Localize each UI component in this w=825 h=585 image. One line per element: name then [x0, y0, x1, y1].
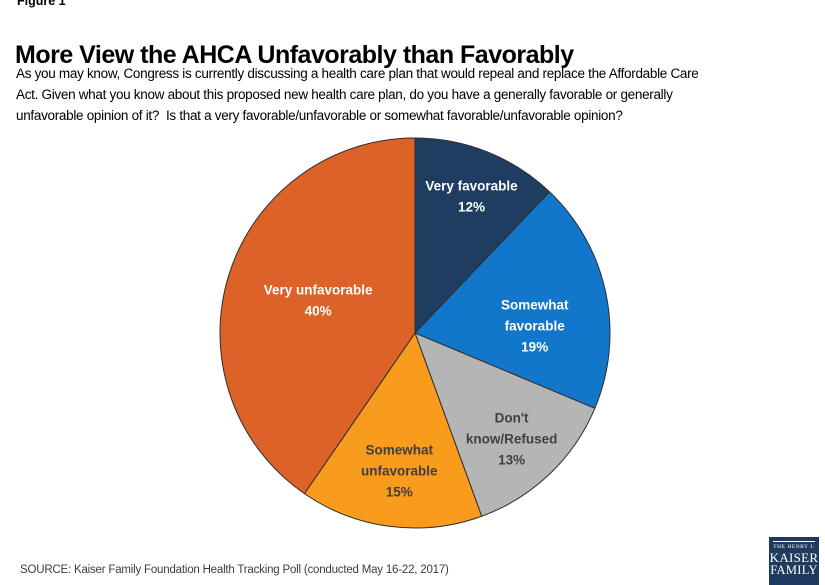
page-title: More View the AHCA Unfavorably than Favo… — [15, 40, 574, 69]
survey-question-text: As you may know, Congress is currently d… — [16, 66, 699, 123]
source-note: SOURCE: Kaiser Family Foundation Health … — [20, 564, 449, 576]
pie-slice-don-t-know-refused — [414, 332, 596, 517]
logo-text-top: THE HENRY J. — [773, 544, 815, 550]
pie-slice-somewhat-favorable — [414, 191, 611, 409]
logo-divider-line — [773, 541, 815, 542]
pie-slice-label-somewhat-favorable: Somewhat favorable 19% — [501, 298, 569, 355]
pie-slice-very-unfavorable — [219, 137, 416, 495]
logo-text-kaiser: KAISER — [769, 550, 819, 565]
pie-slice-label-very-favorable: Very favorable 12% — [425, 179, 518, 215]
logo-text-family: FAMILY — [770, 563, 818, 577]
pie-slice-label-don-t-know-refused: Don't know/Refused 13% — [466, 410, 558, 467]
pie-slice-very-favorable — [414, 137, 551, 334]
pie-slice-somewhat-unfavorable — [303, 332, 483, 529]
pie-slice-label-very-unfavorable: Very unfavorable 40% — [264, 283, 373, 319]
pie-slice-label-somewhat-unfavorable: Somewhat unfavorable 15% — [361, 443, 438, 500]
figure-label: Figure 1 — [17, 0, 66, 8]
pie-chart-svg: Very favorable 12% Somewhat favorable 19% Don… — [219, 137, 611, 529]
kaiser-family-foundation-logo: THE HENRY J. KAISER FAMILY — [769, 537, 819, 585]
pie-chart: Very favorable 12% Somewhat favorable 19% Don… — [219, 137, 611, 529]
